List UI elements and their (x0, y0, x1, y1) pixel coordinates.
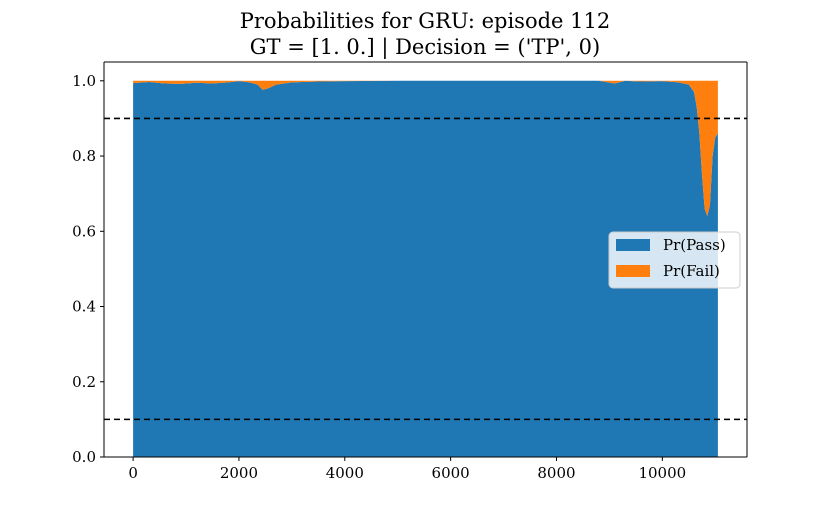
legend-swatch-pass (616, 239, 650, 251)
y-tick-label: 0.8 (72, 147, 96, 165)
y-tick-label: 0.2 (72, 373, 96, 391)
y-tick-label: 1.0 (72, 72, 96, 90)
x-tick-label: 0 (128, 464, 138, 482)
x-tick-label: 6000 (432, 464, 470, 482)
legend-label-fail: Pr(Fail) (663, 262, 720, 280)
y-tick-label: 0.4 (72, 298, 96, 316)
chart-subtitle: GT = [1. 0.] | Decision = ('TP', 0) (250, 35, 600, 60)
y-tick-label: 0.6 (72, 222, 96, 240)
y-tick-label: 0.0 (72, 448, 96, 466)
plot-area: 0 2000 4000 6000 8000 10000 0.0 0.2 0.4 0.6 0.8 1.0 (72, 61, 748, 482)
x-tick-label: 8000 (537, 464, 575, 482)
area-series-pass (133, 80, 718, 458)
legend-label-pass: Pr(Pass) (663, 236, 726, 254)
x-tick-label: 2000 (220, 464, 258, 482)
legend-swatch-fail (616, 265, 650, 277)
x-tick-label: 4000 (326, 464, 364, 482)
chart-title: Probabilities for GRU: episode 112 (240, 9, 610, 33)
x-tick-label: 10000 (638, 464, 686, 482)
legend: Pr(Pass) Pr(Fail) (608, 231, 741, 289)
